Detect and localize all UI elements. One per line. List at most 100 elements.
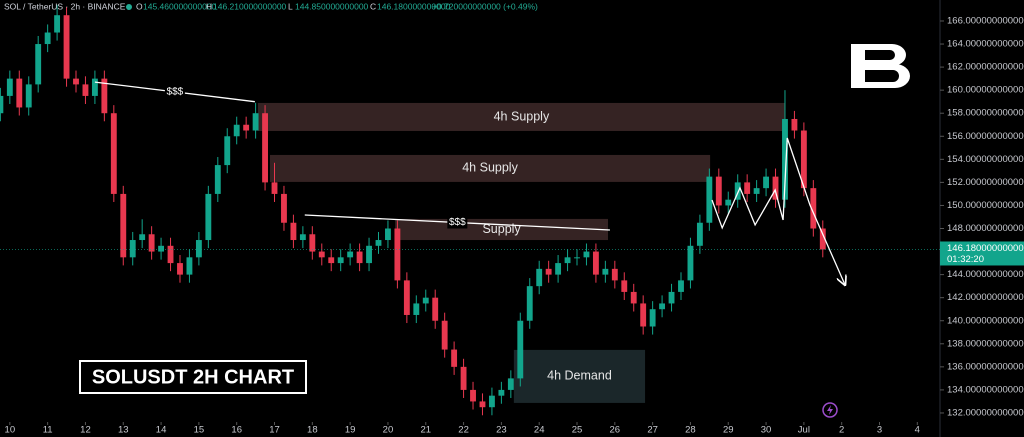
x-tick-label: 21 (420, 425, 431, 436)
candle-body (299, 234, 306, 241)
candle-body (772, 176, 779, 200)
candle-body (725, 199, 732, 206)
x-tick-label: 12 (80, 425, 91, 436)
y-tick-label: 144.000000000000 (947, 269, 1024, 280)
zones (257, 102, 785, 403)
candle-body (649, 309, 656, 327)
y-tick-label: 132.000000000000 (947, 407, 1024, 418)
candle-body (602, 268, 609, 275)
candle-body (763, 176, 769, 189)
y-tick-label: 164.000000000000 (947, 39, 1024, 50)
candle-body (498, 389, 505, 396)
candle-body (318, 251, 325, 258)
line-label-bg (447, 216, 468, 229)
x-tick-label: 15 (194, 425, 205, 436)
y-tick-label: 136.000000000000 (947, 361, 1024, 372)
candle-body (507, 378, 514, 390)
candle-body (356, 251, 363, 264)
last-price-label: 146.180000000000 (947, 243, 1024, 254)
candle-body (479, 401, 486, 408)
candle-body (668, 291, 675, 304)
candle-body (25, 84, 32, 108)
y-tick-label: 166.000000000000 (947, 15, 1024, 26)
x-tick-label: 26 (610, 425, 621, 436)
zone-label: 4h Demand (547, 369, 612, 383)
lightning-icon[interactable] (822, 402, 838, 418)
line-label: $$$ (449, 217, 466, 228)
candle-body (819, 228, 826, 250)
candle-body (158, 245, 165, 252)
logo-top (851, 44, 906, 66)
candle-body (337, 257, 344, 264)
candle-body (262, 113, 268, 183)
ohlc-value: 146.180000000000 (377, 1, 451, 11)
title-box (79, 360, 307, 394)
candle-body (621, 280, 628, 292)
candle-body (82, 84, 89, 96)
line-label-bg (164, 85, 185, 98)
ohlc-key: L (288, 1, 293, 11)
candle-body (810, 188, 817, 229)
candle-body (432, 297, 439, 321)
candle-body (470, 389, 476, 402)
candle-body (715, 176, 722, 206)
x-tick-label: 27 (647, 425, 658, 436)
y-tick-label: 158.000000000000 (947, 108, 1024, 119)
y-tick-label: 150.000000000000 (947, 200, 1024, 211)
x-tick-label: 28 (685, 425, 696, 436)
candle-body (592, 251, 599, 275)
x-tick-label: 3 (877, 425, 882, 436)
symbol: SOL / TetherUS · 2h · BINANCE (4, 1, 126, 11)
candle-body (791, 118, 798, 131)
candle-body (73, 78, 79, 85)
y-tick-label: 140.000000000000 (947, 315, 1024, 326)
ohlc-key: O (136, 1, 143, 11)
candle-body (659, 303, 666, 310)
line-label: $$$ (167, 87, 184, 98)
y-tick-label: 138.000000000000 (947, 338, 1024, 349)
candle-body (63, 15, 70, 79)
candle-body (195, 240, 202, 258)
y-tick-label: 156.000000000000 (947, 131, 1024, 142)
ohlc-key: C (370, 1, 376, 11)
candle-body (460, 366, 467, 390)
drawn-line (711, 137, 845, 285)
x-tick-label: 17 (269, 425, 280, 436)
logo-bottom (851, 64, 910, 88)
candle-body (167, 245, 174, 264)
x-tick-label: 2 (839, 425, 844, 436)
candle-body (526, 286, 533, 321)
candle-body (394, 228, 401, 281)
candle-body (186, 257, 193, 275)
ohlc-value: 146.210000000000 (213, 1, 287, 11)
candle-body (110, 113, 117, 194)
candle-body (583, 251, 590, 258)
candle-body (366, 245, 372, 264)
candle-body (177, 263, 183, 275)
zone-label: 4h Supply (494, 109, 550, 123)
candle-body (44, 32, 51, 45)
candle-body (678, 280, 684, 292)
candle-body (451, 349, 458, 367)
candle-body (630, 291, 637, 304)
x-tick-label: 25 (572, 425, 583, 436)
x-tick-label: 20 (383, 425, 394, 436)
candle-body (6, 78, 13, 96)
candle-body (413, 303, 420, 315)
candle-body (744, 182, 751, 194)
candle-body (489, 395, 495, 408)
x-tick-label: 11 (43, 425, 53, 436)
candle-body (441, 320, 448, 350)
y-tick-label: 162.000000000000 (947, 62, 1024, 73)
candle-body (328, 257, 335, 264)
axes: 132.000000000000 134.000000000000 136.0000… (5, 15, 1024, 436)
logo (851, 44, 910, 88)
candle-body (205, 193, 212, 241)
last-price-tag (940, 241, 1024, 266)
y-tick-label: 142.000000000000 (947, 292, 1024, 303)
zone (257, 102, 785, 131)
candle-body (139, 234, 146, 241)
candle-body (753, 188, 760, 194)
